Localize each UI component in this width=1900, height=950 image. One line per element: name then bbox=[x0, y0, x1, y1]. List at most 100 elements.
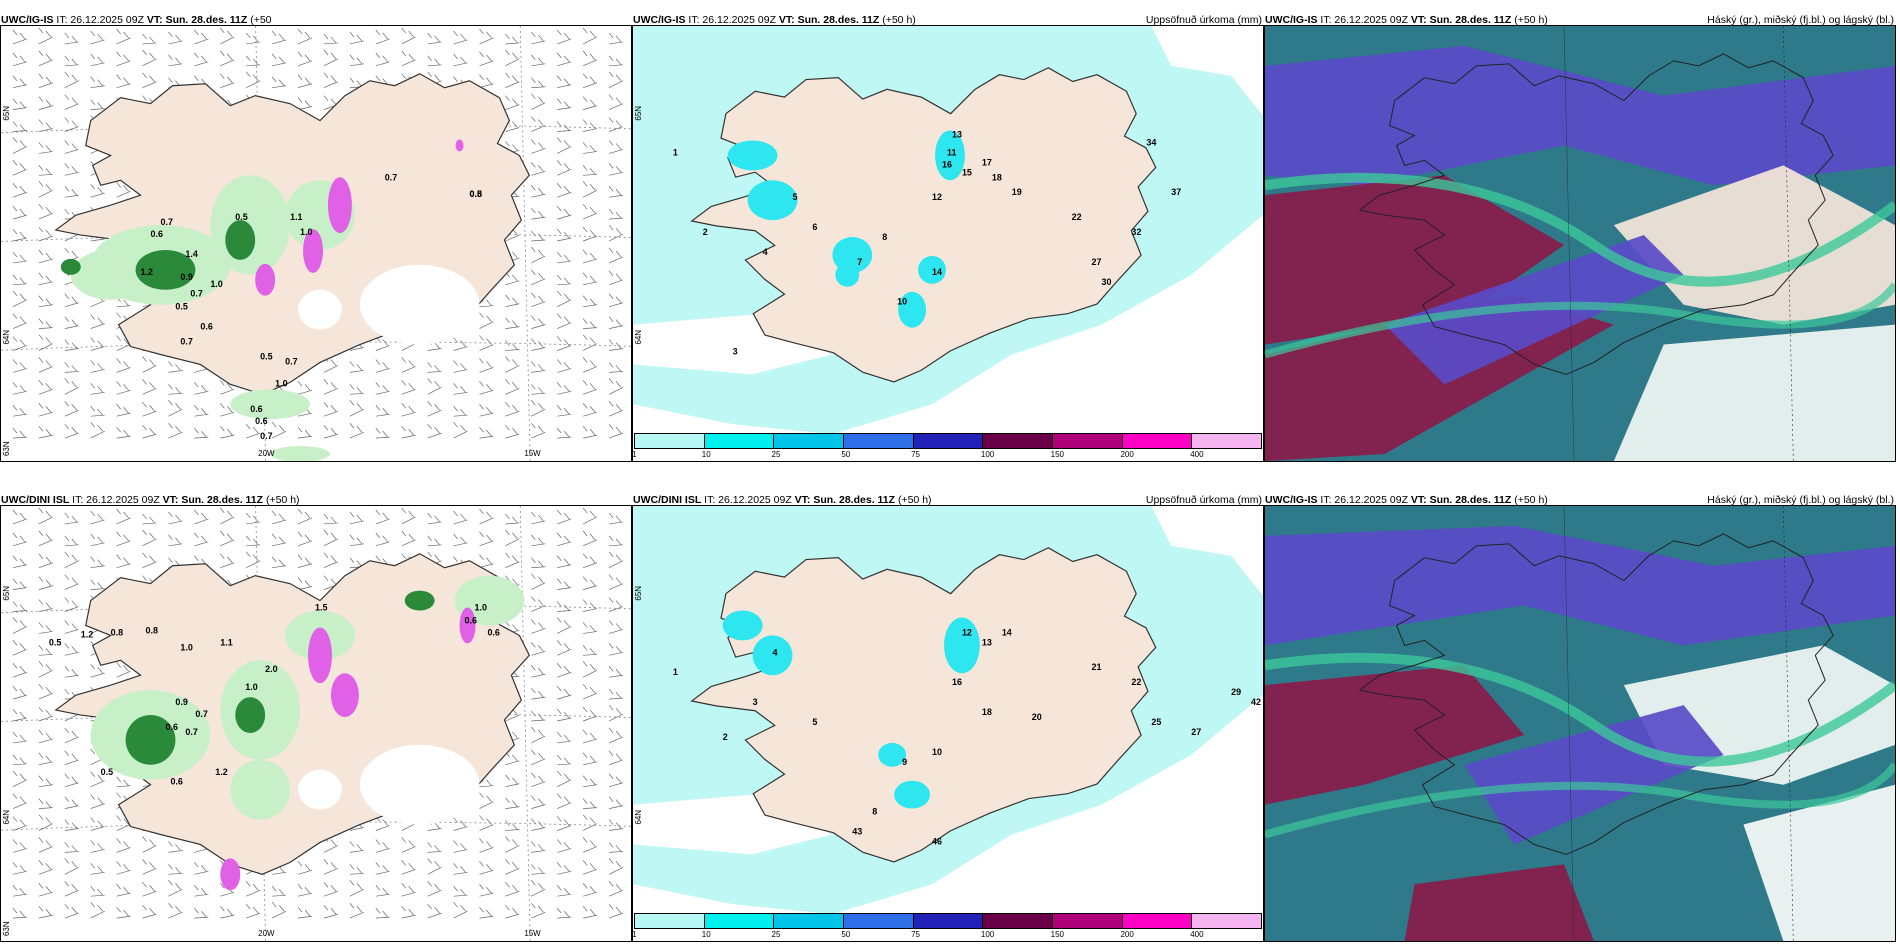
wind-barb bbox=[479, 792, 494, 809]
wind-barb bbox=[297, 531, 313, 547]
wind-barb bbox=[38, 661, 53, 678]
wind-barb bbox=[582, 775, 598, 788]
wind-barb bbox=[427, 512, 442, 525]
wind-barb bbox=[505, 774, 520, 788]
wind-barb bbox=[271, 556, 287, 569]
wind-barb bbox=[479, 28, 494, 45]
longitude-line bbox=[1563, 506, 1575, 941]
wind-barb bbox=[64, 666, 79, 678]
wind-barb bbox=[531, 116, 546, 132]
wind-barb bbox=[556, 663, 572, 678]
map-title: Háský (gr.), miðský (fj.bl.) og lágský (… bbox=[1707, 14, 1894, 26]
wind-barb bbox=[375, 382, 390, 395]
value-label: 42 bbox=[1251, 697, 1261, 707]
wind-barb bbox=[531, 818, 546, 831]
wind-barb bbox=[12, 509, 28, 525]
wind-barb bbox=[64, 117, 79, 132]
wind-barb bbox=[582, 272, 598, 286]
wind-barb bbox=[453, 360, 468, 373]
value-label: 3 bbox=[733, 346, 738, 356]
wind-barb bbox=[64, 362, 79, 373]
wind-barb bbox=[38, 380, 53, 395]
latitude-label: 63N bbox=[2, 921, 11, 936]
value-label: 2 bbox=[723, 732, 728, 742]
wind-barb bbox=[142, 836, 157, 853]
wind-barb bbox=[608, 819, 624, 831]
value-label: 0.7 bbox=[190, 289, 202, 299]
value-label: 14 bbox=[1002, 627, 1012, 637]
wind-barb bbox=[556, 405, 572, 417]
wind-barb bbox=[168, 400, 183, 417]
wind-barb bbox=[245, 71, 261, 89]
value-label: 1 bbox=[673, 667, 678, 677]
wind-barb bbox=[12, 862, 27, 875]
value-label: 1.0 bbox=[474, 603, 486, 613]
colorbar-tick-label: 50 bbox=[841, 450, 851, 459]
wind-barb bbox=[556, 793, 572, 809]
wind-barb bbox=[505, 33, 520, 45]
wind-barb bbox=[297, 381, 313, 395]
wind-barb bbox=[194, 29, 209, 45]
value-label: 0.8 bbox=[470, 189, 482, 199]
wind-barb bbox=[505, 379, 520, 395]
model-name: UWC/IG-IS bbox=[1265, 494, 1318, 506]
wind-barb bbox=[531, 315, 546, 329]
wind-barb bbox=[531, 77, 546, 89]
wind-barb bbox=[12, 52, 28, 67]
colorbar-segment bbox=[983, 434, 1054, 448]
wind-barb bbox=[453, 863, 468, 875]
wind-barb bbox=[556, 770, 572, 788]
wind-barb bbox=[427, 858, 442, 875]
wind-barb bbox=[245, 512, 261, 525]
wind-barb bbox=[531, 246, 546, 264]
wind-barb bbox=[608, 796, 624, 809]
wind-barb bbox=[220, 73, 235, 89]
wind-barb bbox=[116, 662, 131, 678]
heavy-precip-area bbox=[727, 140, 778, 171]
wind-barb bbox=[323, 72, 339, 89]
wind-barb bbox=[556, 885, 572, 897]
wind-barb bbox=[556, 137, 572, 154]
wind-barb bbox=[556, 75, 572, 89]
heavy-precip-area bbox=[944, 617, 980, 674]
wind-barb bbox=[194, 52, 209, 67]
wind-barb bbox=[271, 421, 287, 439]
value-label: 18 bbox=[992, 172, 1002, 182]
wind-barb bbox=[168, 384, 183, 395]
wind-barb bbox=[38, 814, 53, 831]
value-label: 0.9 bbox=[175, 697, 187, 707]
wind-barb bbox=[531, 269, 546, 286]
wind-barb bbox=[427, 32, 442, 45]
wind-barb bbox=[401, 883, 416, 897]
cloud-edge bbox=[1265, 762, 1895, 839]
wind-barb bbox=[220, 27, 235, 45]
colorbar-segment bbox=[844, 914, 914, 928]
value-label: 1.1 bbox=[1, 506, 13, 508]
wind-barb bbox=[38, 119, 53, 132]
wind-barb bbox=[582, 661, 598, 678]
wind-barb bbox=[245, 32, 261, 45]
wind-barb bbox=[608, 535, 624, 547]
wind-barb bbox=[90, 184, 105, 198]
wind-barb bbox=[38, 96, 53, 110]
wind-precip-map: 1.0 0.6 0.6 0.5 1.2 0.8 0.8 1.0 1.1 1.5 2.0 1.0 0.9 0… bbox=[0, 505, 632, 942]
wind-barb bbox=[531, 880, 546, 897]
wind-barb bbox=[582, 142, 598, 154]
wind-barb bbox=[12, 663, 28, 678]
wind-barb bbox=[12, 205, 28, 220]
wind-barb bbox=[531, 384, 546, 395]
init-time: IT: 26.12.2025 09Z bbox=[56, 14, 144, 26]
value-label: 32 bbox=[1131, 227, 1141, 237]
wind-barb bbox=[531, 162, 546, 176]
wind-barb bbox=[168, 361, 183, 373]
wind-barb bbox=[505, 882, 520, 897]
wind-barb bbox=[453, 840, 468, 853]
value-label: 0.7 bbox=[195, 709, 207, 719]
colorbar-tick-label: 150 bbox=[1050, 450, 1065, 459]
wind-barb bbox=[38, 576, 53, 590]
colorbar-segment bbox=[635, 434, 705, 448]
wind-barb bbox=[90, 886, 105, 897]
accumulated-precip-map: 1 2 3 4 5 8 9 10 12 13 14 16 18 20 21 22 25 27 29 42 43 46 65N… bbox=[632, 505, 1264, 942]
wind-barb bbox=[427, 55, 442, 67]
cloud-cover-map bbox=[1264, 25, 1896, 462]
